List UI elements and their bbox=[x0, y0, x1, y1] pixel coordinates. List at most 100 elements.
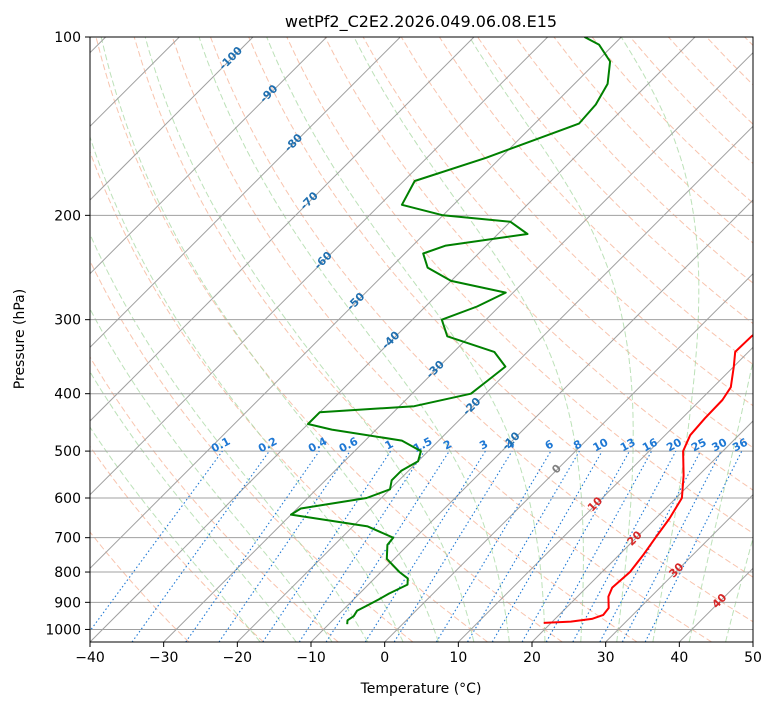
isotherm-gridline bbox=[531, 420, 753, 642]
isotherm-label: 20 bbox=[625, 528, 645, 548]
dewpoint-line bbox=[290, 37, 612, 625]
background-grid bbox=[90, 37, 775, 642]
x-tick-label: 20 bbox=[523, 650, 541, 666]
isotherm-gridline bbox=[384, 272, 753, 642]
mixing-ratio-line bbox=[644, 450, 743, 642]
mixing-ratio-label: 20 bbox=[664, 436, 684, 455]
moist-adiabat bbox=[90, 426, 261, 642]
isotherm-gridline bbox=[678, 567, 753, 642]
mixing-ratio-line bbox=[218, 450, 351, 642]
y-tick-label: 100 bbox=[54, 30, 81, 46]
y-tick-label: 700 bbox=[54, 531, 81, 547]
dry-adiabat bbox=[90, 150, 488, 642]
mixing-ratio-label: 0.1 bbox=[209, 435, 232, 456]
mixing-ratio-line bbox=[298, 450, 425, 642]
mixing-ratio-label: 0.4 bbox=[306, 435, 330, 456]
isotherm-gridline bbox=[90, 37, 696, 642]
moist-adiabat bbox=[90, 308, 333, 642]
moist-adiabat bbox=[266, 37, 546, 642]
dry-adiabat bbox=[90, 531, 190, 642]
mixing-ratio-label: 10 bbox=[591, 436, 611, 455]
isotherm-gridline bbox=[457, 346, 753, 642]
mixing-ratio-line bbox=[185, 450, 320, 642]
mixing-ratio-line bbox=[545, 450, 653, 642]
mixing-ratio-label: 2 bbox=[441, 437, 454, 452]
isotherm-label: -60 bbox=[312, 249, 335, 272]
x-tick-label: 0 bbox=[380, 650, 389, 666]
isotherm-label: -40 bbox=[379, 328, 402, 351]
x-tick-label: 30 bbox=[597, 650, 615, 666]
isotherm-gridline bbox=[90, 37, 475, 422]
mixing-ratio-label: 3 bbox=[477, 437, 490, 452]
mixing-ratio-line bbox=[435, 450, 552, 642]
y-tick-label: 1000 bbox=[45, 622, 81, 638]
y-tick-label: 300 bbox=[54, 313, 81, 329]
x-tick-label: −30 bbox=[149, 650, 179, 666]
isotherm-label: -10 bbox=[499, 429, 522, 452]
mixing-ratio-label: 1.5 bbox=[411, 435, 434, 456]
isotherm-label: -70 bbox=[298, 189, 321, 212]
isotherm-gridline bbox=[605, 493, 753, 642]
mixing-ratio-label: 16 bbox=[640, 436, 660, 455]
isotherm-label: -80 bbox=[282, 131, 305, 154]
dry-adiabat bbox=[90, 259, 414, 642]
isotherm-label: -30 bbox=[424, 358, 447, 381]
dry-adiabat bbox=[90, 445, 264, 642]
mixing-ratio-line bbox=[262, 450, 392, 642]
dry-adiabat bbox=[477, 37, 753, 325]
isotherm-label: 40 bbox=[709, 591, 729, 611]
mixing-ratio-line bbox=[393, 450, 513, 642]
mixing-ratio-label: 6 bbox=[543, 437, 556, 452]
mixing-ratio-label: 36 bbox=[730, 436, 750, 455]
isotherm-gridline bbox=[310, 199, 753, 642]
dry-adiabat bbox=[553, 37, 753, 244]
isotherm-gridline bbox=[752, 641, 753, 642]
dry-adiabat bbox=[133, 37, 638, 642]
moist-adiabat bbox=[688, 358, 753, 642]
moist-adiabat bbox=[90, 135, 404, 642]
dry-adiabat bbox=[210, 37, 753, 623]
y-tick-label: 600 bbox=[54, 491, 81, 507]
temperature-line bbox=[543, 334, 753, 624]
dry-adiabat bbox=[90, 356, 339, 642]
y-tick-label: 200 bbox=[54, 208, 81, 224]
x-tick-label: −40 bbox=[75, 650, 105, 666]
moist-adiabat bbox=[469, 37, 634, 642]
dry-adiabat bbox=[248, 37, 753, 578]
dry-adiabat bbox=[706, 37, 753, 86]
isotherm-label: -100 bbox=[216, 44, 245, 73]
moist-adiabat bbox=[100, 37, 439, 642]
dry-adiabat bbox=[95, 37, 563, 642]
isotherm-label: -50 bbox=[344, 290, 367, 313]
mixing-ratio-line bbox=[325, 450, 450, 642]
y-axis-title: Pressure (hPa) bbox=[12, 289, 28, 389]
mixing-ratio-line bbox=[572, 450, 677, 642]
dry-adiabat bbox=[400, 37, 753, 407]
x-axis-title: Temperature (°C) bbox=[360, 681, 482, 697]
y-tick-label: 500 bbox=[54, 444, 81, 460]
isotherm-gridline bbox=[90, 37, 328, 275]
moist-adiabat bbox=[620, 37, 700, 642]
dry-adiabat bbox=[438, 37, 753, 366]
isotherm-label: 10 bbox=[585, 494, 605, 514]
isotherm-gridline bbox=[90, 37, 549, 496]
moist-adiabat bbox=[353, 37, 584, 642]
x-tick-label: 40 bbox=[670, 650, 688, 666]
x-tick-label: 50 bbox=[744, 650, 762, 666]
mixing-ratio-label: 0.6 bbox=[337, 435, 361, 456]
mixing-ratio-line bbox=[521, 450, 630, 642]
isotherm-label: -90 bbox=[257, 82, 280, 105]
moist-adiabat bbox=[90, 232, 369, 642]
isotherm-gridline bbox=[90, 37, 401, 349]
moist-adiabat bbox=[90, 370, 297, 642]
moist-adiabat bbox=[198, 37, 510, 642]
isotherm-label: 0 bbox=[549, 461, 564, 476]
isotherm-gridline bbox=[163, 51, 753, 642]
dry-adiabat bbox=[515, 37, 753, 284]
mixing-ratio-line bbox=[364, 450, 486, 642]
mixing-ratio-label: 30 bbox=[710, 436, 730, 455]
moist-adiabat bbox=[762, 37, 775, 642]
chart-title: wetPf2_C2E2.2026.049.06.08.E15 bbox=[285, 12, 557, 32]
profile-series bbox=[290, 37, 753, 625]
isoline-labels: 0.1 0.2 0.4 0.6 1 1.5 2 3 4 6 8 10 13 16 20 25 30 36-100-… bbox=[209, 44, 750, 611]
